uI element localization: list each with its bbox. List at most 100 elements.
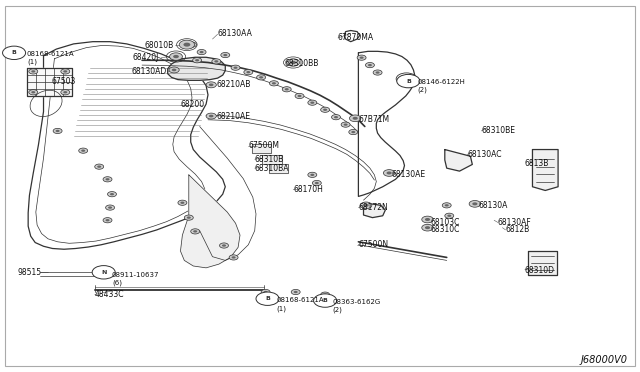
Text: 68310BE: 68310BE bbox=[481, 126, 515, 135]
Polygon shape bbox=[358, 51, 415, 196]
Circle shape bbox=[223, 54, 227, 56]
Text: 67870MA: 67870MA bbox=[338, 33, 374, 42]
Circle shape bbox=[365, 62, 374, 68]
Circle shape bbox=[387, 171, 392, 174]
Circle shape bbox=[400, 75, 413, 83]
Circle shape bbox=[406, 80, 412, 83]
Circle shape bbox=[364, 204, 369, 207]
Polygon shape bbox=[344, 31, 360, 42]
Circle shape bbox=[108, 206, 112, 209]
Polygon shape bbox=[364, 203, 385, 218]
Circle shape bbox=[81, 150, 85, 152]
Circle shape bbox=[110, 193, 114, 195]
Circle shape bbox=[256, 292, 279, 305]
Circle shape bbox=[221, 52, 230, 58]
Circle shape bbox=[349, 115, 361, 122]
Circle shape bbox=[360, 57, 364, 59]
Polygon shape bbox=[532, 150, 558, 190]
FancyBboxPatch shape bbox=[5, 6, 635, 366]
Circle shape bbox=[341, 122, 350, 127]
Text: (2): (2) bbox=[417, 87, 427, 93]
Text: 68103C: 68103C bbox=[430, 218, 460, 227]
Polygon shape bbox=[445, 150, 472, 171]
Text: 68420J: 68420J bbox=[132, 53, 159, 62]
Text: 68130AF: 68130AF bbox=[498, 218, 532, 227]
Text: J68000V0: J68000V0 bbox=[580, 355, 627, 365]
Polygon shape bbox=[269, 164, 288, 173]
Circle shape bbox=[61, 90, 70, 95]
Circle shape bbox=[232, 256, 236, 259]
Circle shape bbox=[312, 180, 321, 186]
Circle shape bbox=[197, 49, 206, 55]
Circle shape bbox=[206, 113, 216, 119]
Circle shape bbox=[31, 91, 35, 93]
Circle shape bbox=[383, 170, 395, 176]
Circle shape bbox=[376, 71, 380, 74]
Circle shape bbox=[469, 201, 481, 207]
Circle shape bbox=[310, 174, 314, 176]
Text: B: B bbox=[406, 78, 411, 84]
Circle shape bbox=[294, 291, 298, 293]
Circle shape bbox=[184, 215, 193, 220]
Text: 08168-6121A: 08168-6121A bbox=[276, 297, 324, 303]
Polygon shape bbox=[180, 175, 240, 268]
Circle shape bbox=[172, 68, 177, 71]
Text: B: B bbox=[323, 298, 328, 303]
Circle shape bbox=[106, 205, 115, 210]
Circle shape bbox=[214, 60, 218, 62]
Circle shape bbox=[195, 59, 199, 61]
Text: 08363-6162G: 08363-6162G bbox=[333, 299, 381, 305]
Circle shape bbox=[425, 218, 430, 221]
Circle shape bbox=[103, 218, 112, 223]
Circle shape bbox=[8, 49, 20, 57]
Text: N: N bbox=[101, 270, 106, 275]
Circle shape bbox=[106, 219, 109, 221]
Circle shape bbox=[31, 70, 35, 73]
Circle shape bbox=[179, 40, 195, 49]
Circle shape bbox=[334, 116, 338, 118]
Circle shape bbox=[206, 82, 216, 88]
Circle shape bbox=[193, 58, 202, 63]
Circle shape bbox=[349, 129, 358, 135]
Polygon shape bbox=[262, 155, 282, 164]
Circle shape bbox=[103, 177, 112, 182]
Circle shape bbox=[173, 55, 179, 58]
Circle shape bbox=[315, 182, 319, 184]
Circle shape bbox=[56, 130, 60, 132]
Text: (2): (2) bbox=[333, 307, 342, 314]
Circle shape bbox=[360, 202, 372, 209]
Polygon shape bbox=[28, 42, 225, 249]
Text: 67B71M: 67B71M bbox=[358, 115, 390, 124]
Circle shape bbox=[229, 255, 238, 260]
Circle shape bbox=[445, 204, 449, 206]
Circle shape bbox=[291, 61, 296, 64]
Circle shape bbox=[287, 59, 300, 66]
Circle shape bbox=[422, 216, 433, 223]
Text: 98515: 98515 bbox=[18, 268, 42, 277]
Text: 6812B: 6812B bbox=[506, 225, 530, 234]
Circle shape bbox=[193, 230, 197, 232]
Circle shape bbox=[169, 67, 179, 73]
Circle shape bbox=[422, 224, 433, 231]
Text: 6813B: 6813B bbox=[525, 159, 549, 168]
Circle shape bbox=[445, 213, 454, 218]
Circle shape bbox=[259, 76, 263, 78]
Text: 68172N: 68172N bbox=[358, 203, 388, 212]
Circle shape bbox=[246, 71, 250, 73]
Circle shape bbox=[310, 102, 314, 104]
Circle shape bbox=[95, 164, 104, 169]
Circle shape bbox=[188, 42, 196, 47]
Text: 67503: 67503 bbox=[51, 77, 76, 86]
Circle shape bbox=[397, 74, 420, 88]
Text: 68170H: 68170H bbox=[293, 185, 323, 194]
Circle shape bbox=[108, 192, 116, 197]
Circle shape bbox=[332, 115, 340, 120]
Circle shape bbox=[442, 203, 451, 208]
Polygon shape bbox=[252, 144, 271, 153]
Circle shape bbox=[11, 51, 17, 54]
Circle shape bbox=[373, 70, 382, 75]
Circle shape bbox=[272, 82, 276, 84]
Circle shape bbox=[220, 243, 228, 248]
Circle shape bbox=[472, 202, 477, 205]
Text: (1): (1) bbox=[27, 58, 37, 65]
